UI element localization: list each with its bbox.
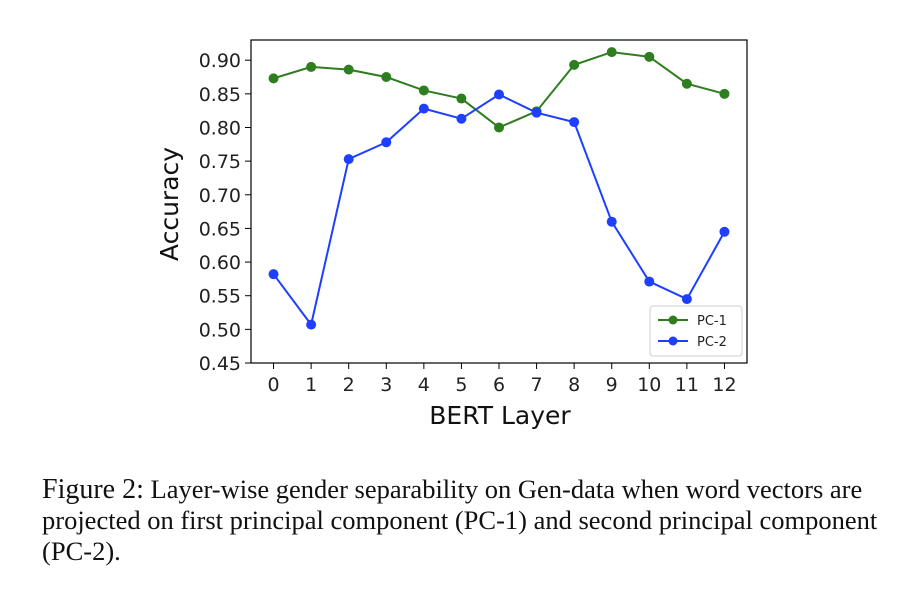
series-layer (268, 47, 730, 330)
x-tick-label: 5 (455, 374, 467, 396)
data-point-pc-2 (606, 216, 617, 227)
line-chart: 0.45 0.50 0.55 0.60 0.65 0.70 0.75 0.80 0.85 0.90… (155, 39, 748, 430)
y-tick-label: 0.65 (199, 218, 241, 240)
data-point-pc-2 (569, 117, 580, 128)
x-tick-label: 4 (418, 374, 430, 396)
y-tick-label: 0.45 (199, 353, 241, 375)
data-point-pc-1 (644, 51, 655, 62)
legend-pc1-marker (668, 315, 678, 325)
data-point-pc-2 (306, 319, 317, 330)
data-point-pc-2 (494, 89, 504, 100)
x-tick-label: 11 (675, 374, 699, 396)
x-tick-label: 9 (606, 374, 618, 396)
data-point-pc-1 (719, 88, 730, 99)
data-point-pc-1 (268, 73, 279, 84)
data-point-pc-1 (456, 93, 467, 104)
y-tick-label: 0.60 (199, 252, 241, 274)
data-point-pc-2 (418, 103, 429, 114)
figure-caption: Figure 2: Layer-wise gender separability… (42, 474, 882, 567)
x-tick-label: 2 (343, 374, 355, 396)
x-tick-label: 10 (637, 374, 661, 396)
caption-label: Figure 2: (42, 474, 144, 505)
data-point-pc-2 (681, 294, 692, 305)
caption-text: Layer-wise gender separability on Gen-da… (42, 474, 878, 566)
y-tick-label: 0.55 (199, 286, 241, 308)
y-tick-label: 0.80 (199, 117, 241, 139)
y-tick-label: 0.85 (199, 84, 241, 106)
data-point-pc-2 (381, 137, 392, 148)
x-tick-label: 6 (493, 374, 505, 396)
data-point-pc-1 (606, 47, 617, 58)
legend-pc2-label: PC-2 (697, 335, 727, 350)
legend-pc2-marker (668, 336, 678, 346)
legend-box (649, 305, 743, 357)
x-tick-label: 8 (568, 374, 580, 396)
x-tick-label: 3 (380, 374, 392, 396)
x-tick-label: 0 (267, 374, 279, 396)
y-axis: 0.45 0.50 0.55 0.60 0.65 0.70 0.75 0.80 0.85 0.90 (199, 50, 251, 375)
legend-pc1-label: PC-1 (697, 314, 727, 329)
data-point-pc-1 (494, 122, 504, 133)
y-tick-label: 0.90 (199, 50, 241, 72)
data-point-pc-1 (343, 64, 354, 75)
legend: PC-1 PC-2 (649, 305, 743, 357)
data-point-pc-2 (343, 154, 354, 165)
y-tick-label: 0.50 (199, 319, 241, 341)
x-axis: 0 1 2 3 4 5 6 7 8 9 10 11 12 (267, 363, 737, 396)
y-tick-label: 0.75 (199, 151, 241, 173)
x-tick-label: 12 (712, 374, 736, 396)
data-point-pc-2 (644, 276, 655, 287)
data-point-pc-2 (719, 226, 730, 237)
data-point-pc-1 (418, 85, 429, 96)
data-point-pc-2 (268, 269, 279, 280)
y-tick-label: 0.70 (199, 185, 241, 207)
data-point-pc-1 (681, 78, 692, 89)
x-tick-label: 7 (531, 374, 543, 396)
x-axis-label: BERT Layer (429, 401, 571, 430)
x-tick-label: 1 (305, 374, 317, 396)
data-point-pc-2 (456, 113, 467, 124)
data-point-pc-2 (531, 107, 542, 118)
y-axis-label: Accuracy (155, 147, 184, 261)
data-point-pc-1 (569, 59, 580, 70)
data-point-pc-1 (306, 61, 317, 72)
data-point-pc-1 (381, 72, 392, 83)
